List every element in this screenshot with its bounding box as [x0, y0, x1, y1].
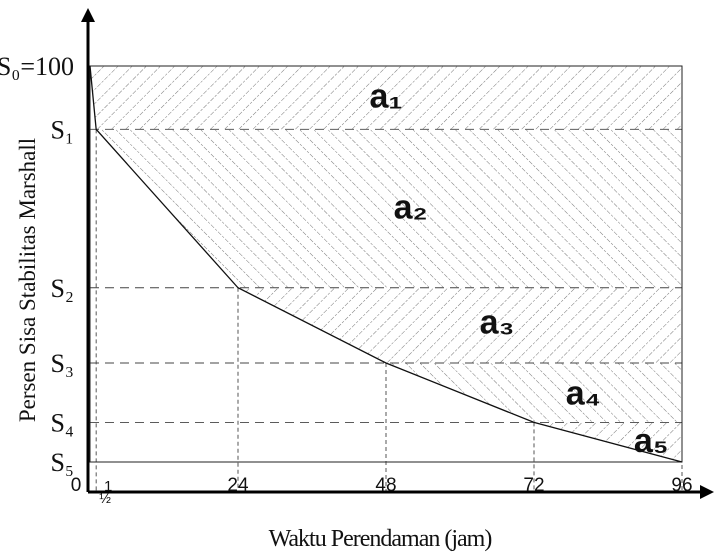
x-axis-label: Waktu Perendaman (jam)	[269, 526, 492, 552]
area-label: a₅	[634, 422, 669, 460]
axes	[81, 8, 714, 499]
area-label: a₃	[480, 303, 515, 341]
y-tick-label: S₁	[50, 115, 74, 144]
x-axis-arrow	[700, 485, 714, 499]
y-tick-label: S₂	[50, 274, 74, 303]
x-tick-label: 72	[523, 475, 544, 496]
x-tick-label: 1	[104, 478, 112, 495]
stability-curve	[89, 65, 683, 463]
y-tick-label: S₃	[50, 349, 74, 378]
y-axis-label: Persen Sisa Stabilitas Marshall	[15, 138, 40, 422]
x-tick-label: 96	[671, 475, 692, 496]
hatch-band	[90, 66, 682, 130]
hatch-band	[90, 287, 682, 363]
area-label: a₁	[370, 78, 403, 116]
area-label: a₄	[566, 375, 601, 413]
area-label: a₂	[394, 189, 428, 227]
x-tick-label: ½	[99, 490, 111, 506]
plot-frame	[89, 65, 683, 463]
hatch-band	[90, 129, 682, 288]
x-tick-label: 24	[227, 475, 249, 496]
area-labels: a₁ a₂ a₃ a₄ a₅	[370, 78, 669, 461]
y-tick-label: S₄	[50, 408, 74, 437]
x-tick-label: 0	[71, 475, 82, 496]
x-tick-label: 48	[375, 475, 396, 496]
y-tick-label: S₅	[50, 448, 74, 477]
tick-labels: S₀=100 S₁ S₂ S₃ S₄ S₅0 ½1 24 48 72 96	[0, 52, 693, 506]
y-tick-label: S₀=100	[0, 52, 74, 81]
y-axis-arrow	[81, 8, 95, 22]
